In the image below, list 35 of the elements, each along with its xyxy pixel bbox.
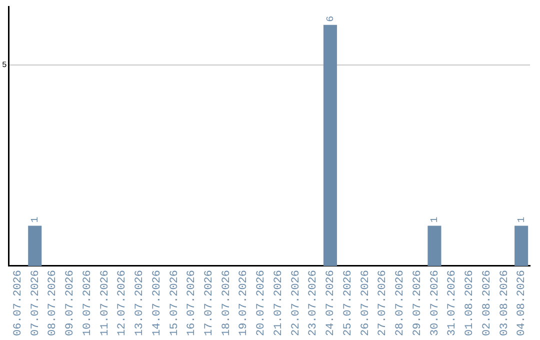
- x-tick-label: 27.07.2026: [377, 270, 390, 336]
- x-tick-label: 07.07.2026: [30, 270, 42, 336]
- x-tick-label: 09.07.2026: [64, 270, 77, 336]
- data-label: 1: [430, 216, 442, 223]
- x-tick-label: 31.07.2026: [446, 270, 459, 336]
- x-tick-label: 06.07.2026: [12, 270, 24, 336]
- data-label: 6: [326, 16, 337, 22]
- x-tick-label: 20.07.2026: [256, 270, 268, 336]
- x-tick-label: 23.07.2026: [308, 270, 320, 336]
- y-tick-label: 5: [2, 61, 7, 70]
- x-tick-label: 03.08.2026: [498, 270, 511, 336]
- data-label: 1: [516, 216, 528, 223]
- x-tick-label: 16.07.2026: [186, 270, 198, 336]
- x-tick-label: 21.07.2026: [272, 270, 285, 336]
- x-tick-label: 11.07.2026: [99, 270, 112, 336]
- data-label: 1: [30, 216, 42, 223]
- x-tick-label: 22.07.2026: [290, 270, 302, 336]
- x-tick-label: 30.07.2026: [429, 270, 442, 336]
- x-tick-label: 02.08.2026: [481, 270, 494, 336]
- x-tick-label: 14.07.2026: [151, 270, 164, 336]
- x-tick-label: 26.07.2026: [360, 270, 372, 336]
- x-tick-label: 29.07.2026: [412, 270, 424, 336]
- x-tick-label: 19.07.2026: [238, 270, 250, 336]
- x-tick-label: 10.07.2026: [82, 270, 94, 336]
- x-tick-label: 25.07.2026: [342, 270, 354, 336]
- x-tick-label: 04.08.2026: [516, 270, 528, 336]
- x-tick-label: 01.08.2026: [464, 270, 476, 336]
- x-tick-label: 17.07.2026: [204, 270, 216, 336]
- x-tick-label: 08.07.2026: [47, 270, 60, 336]
- x-tick-label: 24.07.2026: [325, 270, 338, 336]
- x-tick-label: 13.07.2026: [134, 270, 146, 336]
- x-tick-label: 18.07.2026: [220, 270, 233, 336]
- x-tick-label: 12.07.2026: [116, 270, 129, 336]
- x-tick-label: 28.07.2026: [394, 270, 407, 336]
- x-tick-label: 15.07.2026: [168, 270, 181, 336]
